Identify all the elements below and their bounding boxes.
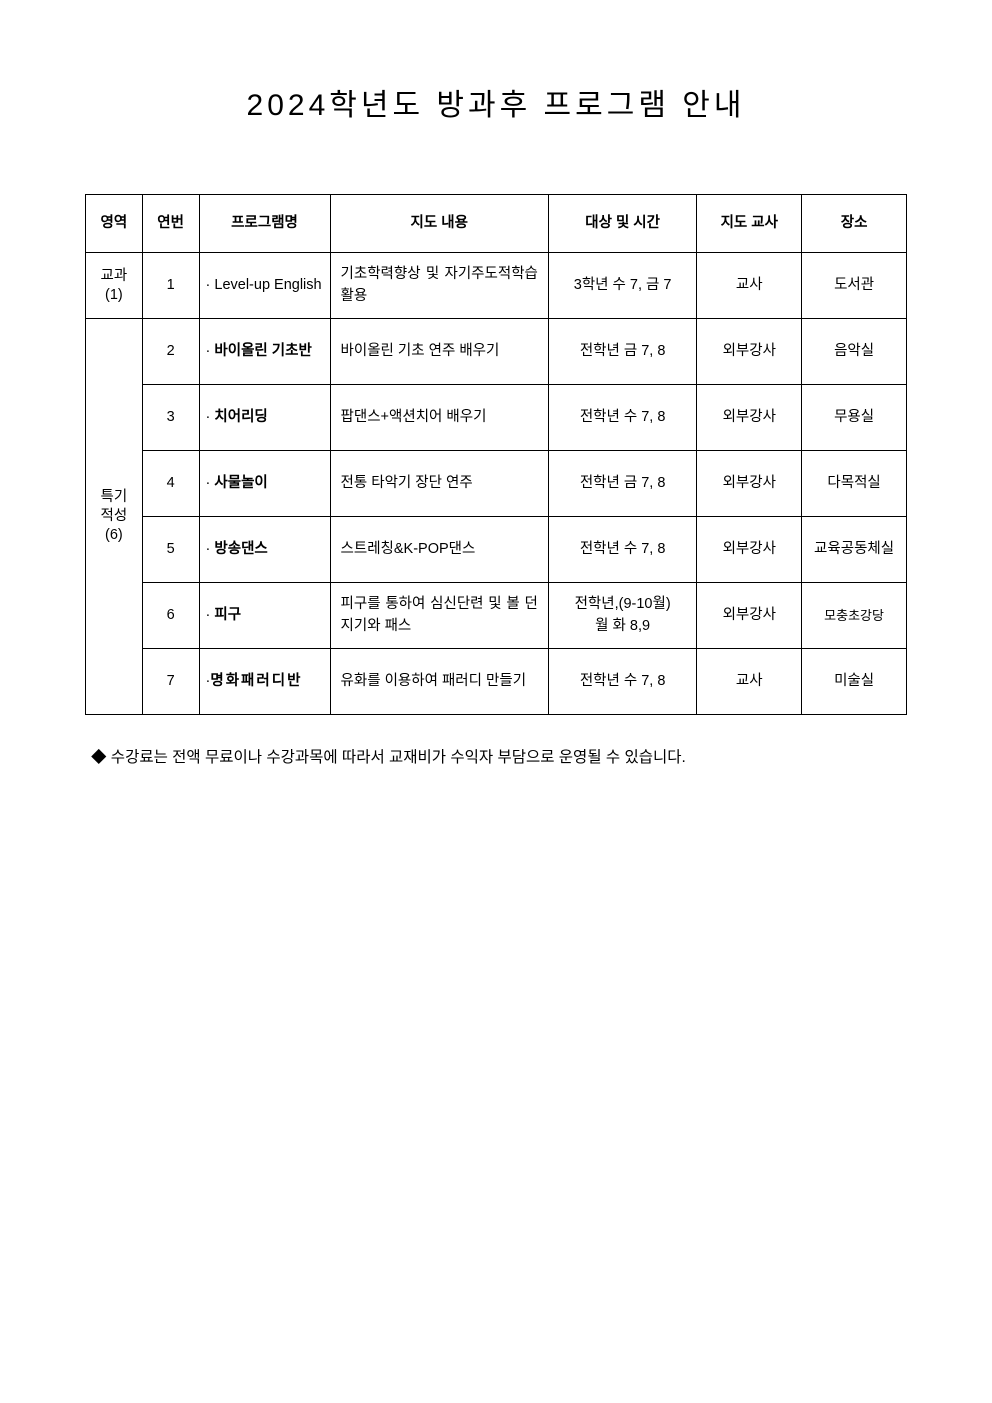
cell-content: 유화를 이용하여 패러디 만들기 bbox=[330, 649, 548, 715]
cell-target: 전학년 수 7, 8 bbox=[548, 517, 696, 583]
header-name: 프로그램명 bbox=[199, 195, 330, 253]
cell-content: 기초학력향상 및 자기주도적학습 활용 bbox=[330, 253, 548, 319]
program-label: 피구 bbox=[214, 607, 241, 623]
cell-teacher: 외부강사 bbox=[697, 319, 802, 385]
cell-content: 스트레칭&K-POP댄스 bbox=[330, 517, 548, 583]
page-title: 2024학년도 방과후 프로그램 안내 bbox=[85, 80, 907, 124]
cell-teacher: 외부강사 bbox=[697, 451, 802, 517]
area-cell-teukgi: 특기 적성 (6) bbox=[86, 319, 143, 715]
cell-program-name: · 치어리딩 bbox=[199, 385, 330, 451]
cell-program-name: · 방송댄스 bbox=[199, 517, 330, 583]
area-label: 적성 bbox=[101, 508, 128, 524]
cell-num: 3 bbox=[142, 385, 199, 451]
cell-place: 무용실 bbox=[802, 385, 907, 451]
table-row: 6 · 피구 피구를 통하여 심신단련 및 볼 던지기와 패스 전학년,(9-1… bbox=[86, 583, 907, 649]
cell-place: 모충초강당 bbox=[802, 583, 907, 649]
area-label: 교과 bbox=[101, 268, 128, 284]
cell-content: 피구를 통하여 심신단련 및 볼 던지기와 패스 bbox=[330, 583, 548, 649]
cell-place: 교육공동체실 bbox=[802, 517, 907, 583]
program-label: 바이올린 기초반 bbox=[214, 343, 311, 359]
program-table: 영역 연번 프로그램명 지도 내용 대상 및 시간 지도 교사 장소 교과 (1… bbox=[85, 194, 907, 715]
area-cell-gyogwa: 교과 (1) bbox=[86, 253, 143, 319]
program-label: 방송댄스 bbox=[214, 541, 267, 557]
table-row: 7 ·명화패러디반 유화를 이용하여 패러디 만들기 전학년 수 7, 8 교사… bbox=[86, 649, 907, 715]
table-row: 3 · 치어리딩 팝댄스+액션치어 배우기 전학년 수 7, 8 외부강사 무용… bbox=[86, 385, 907, 451]
cell-target: 전학년 수 7, 8 bbox=[548, 649, 696, 715]
cell-target: 전학년 금 7, 8 bbox=[548, 451, 696, 517]
header-content: 지도 내용 bbox=[330, 195, 548, 253]
cell-target: 3학년 수 7, 금 7 bbox=[548, 253, 696, 319]
target-line2: 월 화 8,9 bbox=[595, 618, 650, 634]
cell-place: 다목적실 bbox=[802, 451, 907, 517]
cell-place: 도서관 bbox=[802, 253, 907, 319]
header-num: 연번 bbox=[142, 195, 199, 253]
cell-num: 6 bbox=[142, 583, 199, 649]
cell-program-name: · Level-up English bbox=[199, 253, 330, 319]
target-line1: 전학년,(9-10월) bbox=[575, 596, 671, 612]
cell-target: 전학년,(9-10월) 월 화 8,9 bbox=[548, 583, 696, 649]
area-label: 특기 bbox=[101, 489, 128, 505]
program-label: 사물놀이 bbox=[214, 475, 267, 491]
cell-program-name: · 바이올린 기초반 bbox=[199, 319, 330, 385]
table-row: 교과 (1) 1 · Level-up English 기초학력향상 및 자기주… bbox=[86, 253, 907, 319]
cell-num: 5 bbox=[142, 517, 199, 583]
table-row: 특기 적성 (6) 2 · 바이올린 기초반 바이올린 기초 연주 배우기 전학… bbox=[86, 319, 907, 385]
cell-content: 전통 타악기 장단 연주 bbox=[330, 451, 548, 517]
cell-num: 2 bbox=[142, 319, 199, 385]
program-label: Level-up English bbox=[214, 277, 321, 293]
cell-teacher: 외부강사 bbox=[697, 385, 802, 451]
cell-teacher: 교사 bbox=[697, 649, 802, 715]
table-row: 4 · 사물놀이 전통 타악기 장단 연주 전학년 금 7, 8 외부강사 다목… bbox=[86, 451, 907, 517]
area-count: (6) bbox=[105, 527, 123, 543]
table-header-row: 영역 연번 프로그램명 지도 내용 대상 및 시간 지도 교사 장소 bbox=[86, 195, 907, 253]
program-label: 치어리딩 bbox=[214, 409, 267, 425]
area-count: (1) bbox=[105, 287, 123, 303]
cell-target: 전학년 금 7, 8 bbox=[548, 319, 696, 385]
header-place: 장소 bbox=[802, 195, 907, 253]
cell-place: 음악실 bbox=[802, 319, 907, 385]
header-target: 대상 및 시간 bbox=[548, 195, 696, 253]
cell-teacher: 교사 bbox=[697, 253, 802, 319]
cell-teacher: 외부강사 bbox=[697, 583, 802, 649]
cell-content: 바이올린 기초 연주 배우기 bbox=[330, 319, 548, 385]
cell-program-name: ·명화패러디반 bbox=[199, 649, 330, 715]
cell-num: 1 bbox=[142, 253, 199, 319]
cell-place: 미술실 bbox=[802, 649, 907, 715]
cell-target: 전학년 수 7, 8 bbox=[548, 385, 696, 451]
program-label: 명화패러디반 bbox=[210, 673, 302, 689]
header-area: 영역 bbox=[86, 195, 143, 253]
cell-program-name: · 피구 bbox=[199, 583, 330, 649]
cell-num: 4 bbox=[142, 451, 199, 517]
cell-program-name: · 사물놀이 bbox=[199, 451, 330, 517]
footnote: ◆ 수강료는 전액 무료이나 수강과목에 따라서 교재비가 수익자 부담으로 운… bbox=[85, 745, 907, 767]
cell-content: 팝댄스+액션치어 배우기 bbox=[330, 385, 548, 451]
cell-num: 7 bbox=[142, 649, 199, 715]
cell-teacher: 외부강사 bbox=[697, 517, 802, 583]
table-row: 5 · 방송댄스 스트레칭&K-POP댄스 전학년 수 7, 8 외부강사 교육… bbox=[86, 517, 907, 583]
header-teacher: 지도 교사 bbox=[697, 195, 802, 253]
